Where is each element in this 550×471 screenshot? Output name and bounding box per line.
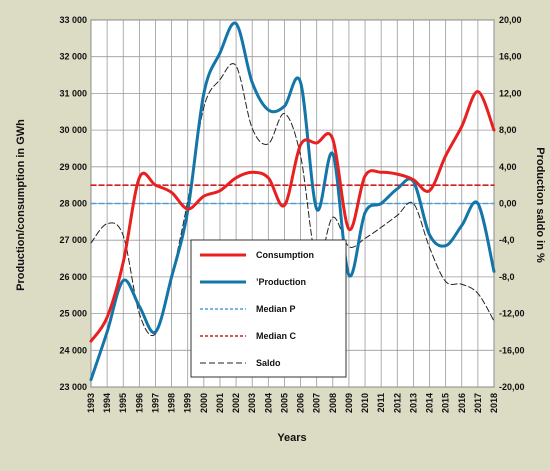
x-tick-label: 1999	[183, 393, 193, 413]
x-tick-label: 2009	[344, 393, 354, 413]
y-axis-left-label: Production/consumption in GWh	[15, 119, 27, 291]
y-axis-right-label: Production saldo in %	[534, 147, 546, 263]
legend-label: Consumption	[256, 250, 314, 260]
x-axis-label: Years	[277, 432, 306, 444]
y-right-tick-label: -12,00	[499, 309, 525, 319]
y-right-tick-label: -20,00	[499, 382, 525, 392]
legend-label: ’Production	[256, 277, 306, 287]
legend-label: Median P	[256, 304, 296, 314]
x-tick-label: 2008	[328, 393, 338, 413]
x-tick-label: 1996	[134, 393, 144, 413]
x-tick-label: 2004	[263, 393, 273, 413]
y-left-tick-label: 32 000	[59, 52, 87, 62]
y-right-tick-label: 0,00	[499, 199, 517, 209]
y-left-tick-label: 26 000	[59, 272, 87, 282]
series-line-consumption	[89, 90, 496, 343]
x-tick-label: 2002	[231, 393, 241, 413]
x-tick-label: 2000	[199, 393, 209, 413]
x-tick-label: 2011	[376, 393, 386, 413]
y-right-tick-label: -16,00	[499, 345, 525, 355]
x-tick-label: 2013	[408, 393, 418, 413]
x-tick-label: 2010	[360, 393, 370, 413]
x-tick-label: 2006	[296, 393, 306, 413]
x-tick-label: 2015	[441, 393, 451, 413]
x-tick-label: 2012	[392, 393, 402, 413]
x-tick-label: 2016	[457, 393, 467, 413]
legend: Consumption ’Production Median P Median C Sa…	[190, 239, 347, 378]
legend-label: Median C	[256, 331, 297, 341]
y-left-tick-label: 30 000	[59, 125, 87, 135]
y-right-tick-label: 12,00	[499, 88, 522, 98]
y-left-tick-label: 27 000	[59, 235, 87, 245]
y-left-tick-label: 24 000	[59, 345, 87, 355]
y-left-tick-label: 31 000	[59, 88, 87, 98]
y-right-tick-label: -4,0	[499, 235, 515, 245]
x-tick-label: 2003	[247, 393, 257, 413]
x-tick-label: 1998	[167, 393, 177, 413]
x-tick-label: 2005	[279, 393, 289, 413]
y-right-tick-label: 8,00	[499, 125, 517, 135]
y-left-tick-label: 23 000	[59, 382, 87, 392]
y-left-tick-label: 25 000	[59, 309, 87, 319]
x-tick-label: 1994	[102, 393, 112, 413]
x-tick-label: 2007	[312, 393, 322, 413]
y-right-tick-label: -8,0	[499, 272, 515, 282]
y-left-tick-label: 33 000	[59, 15, 87, 25]
x-tick-label: 1995	[118, 393, 128, 413]
y-left-tick-label: 28 000	[59, 199, 87, 209]
x-tick-label: 2018	[489, 393, 499, 413]
y-right-tick-label: 4,00	[499, 162, 517, 172]
series-line-production	[89, 21, 496, 382]
x-tick-label: 1997	[150, 393, 160, 413]
y-right-tick-label: 16,00	[499, 52, 522, 62]
x-tick-label: 1993	[86, 393, 96, 413]
legend-label: Saldo	[256, 358, 281, 368]
x-tick-label: 2017	[473, 393, 483, 413]
x-tick-label: 2001	[215, 393, 225, 413]
y-right-tick-label: 20,00	[499, 15, 522, 25]
y-left-tick-label: 29 000	[59, 162, 87, 172]
x-tick-label: 2014	[425, 393, 435, 413]
